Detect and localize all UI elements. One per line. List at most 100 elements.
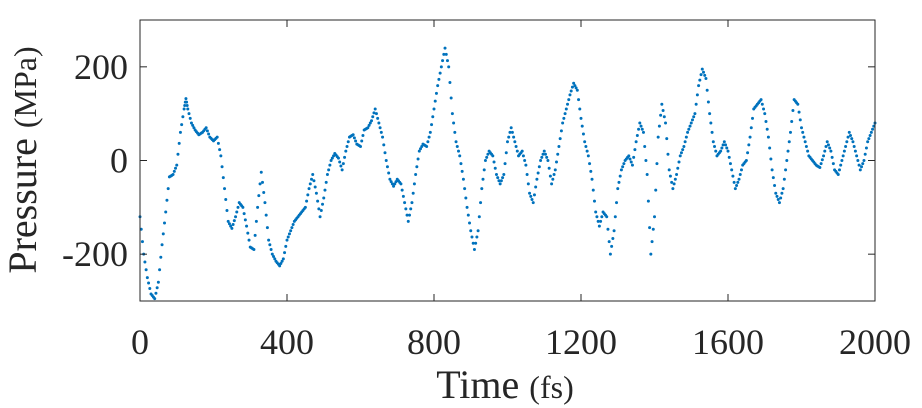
data-point [823,149,827,153]
data-point [268,243,272,247]
data-point [265,226,269,230]
data-point [178,130,182,134]
data-point [411,191,415,195]
data-point [706,100,710,104]
x-tick-label: 1600 [692,322,764,362]
data-point [187,112,191,116]
data-point [416,157,420,161]
data-point [709,121,713,125]
data-point [267,238,271,242]
data-point [319,208,323,212]
data-point [539,159,543,162]
data-point [394,180,398,184]
data-point [773,183,777,187]
data-point [845,140,849,144]
data-point [205,129,209,133]
data-point [853,149,857,153]
y-tick-label: 200 [74,47,128,87]
data-point [553,168,557,172]
data-point [496,176,500,180]
data-point [760,102,764,106]
data-point [561,121,565,125]
data-point [501,176,505,180]
data-point [502,173,506,177]
data-point [224,198,228,202]
data-point [261,180,264,184]
data-point [677,160,681,164]
data-point [592,199,596,203]
data-point [504,151,508,155]
data-point [428,130,432,134]
data-point [837,168,841,172]
data-point [417,149,421,153]
data-point [225,208,229,212]
data-point [330,156,334,160]
data-point [368,121,372,125]
data-point [580,124,584,128]
data-point [494,173,498,177]
data-point [786,149,790,153]
data-point [382,143,386,147]
data-point [430,123,434,127]
data-point [605,215,609,219]
data-point [161,232,165,236]
data-point [679,151,683,155]
y-axis-label-text: Pressure [0,138,45,274]
data-point [317,207,321,211]
data-point [388,177,392,181]
data-point [438,71,442,75]
data-point [361,134,365,138]
data-point [568,93,572,97]
data-point [514,144,518,148]
data-point [763,112,767,116]
data-point [242,212,246,216]
data-point [515,149,519,153]
data-point [666,152,670,156]
data-point [700,67,704,71]
data-point [676,166,680,170]
data-point [383,151,387,155]
data-point [644,159,648,162]
data-point [572,81,576,85]
data-point [345,144,349,148]
data-point [379,130,383,134]
data-point [466,213,470,217]
data-point [828,146,832,150]
data-point [638,121,642,125]
data-point [672,182,676,186]
data-point [460,169,464,173]
data-point [497,179,501,183]
data-point [583,140,587,144]
data-point [191,123,195,127]
data-point [655,162,659,166]
data-point [236,205,240,209]
data-point [414,173,418,177]
data-point [465,205,469,209]
data-point [493,166,497,170]
data-point [464,196,468,200]
data-point [588,162,592,166]
data-point [218,148,222,152]
data-point [683,140,687,144]
data-point [543,152,547,156]
data-point [556,152,560,156]
data-point [548,174,552,178]
data-point [289,229,293,233]
data-point [796,102,800,106]
data-point [852,144,856,148]
data-point [427,135,431,139]
data-point [759,98,763,102]
data-point [748,135,752,139]
data-point [564,107,568,111]
data-point [841,154,845,158]
data-point [537,165,541,169]
data-point [469,229,473,233]
data-point [818,166,822,170]
data-point [351,133,355,137]
data-point [243,218,247,222]
data-point [641,130,645,134]
data-point [499,179,503,183]
data-point [708,112,712,116]
